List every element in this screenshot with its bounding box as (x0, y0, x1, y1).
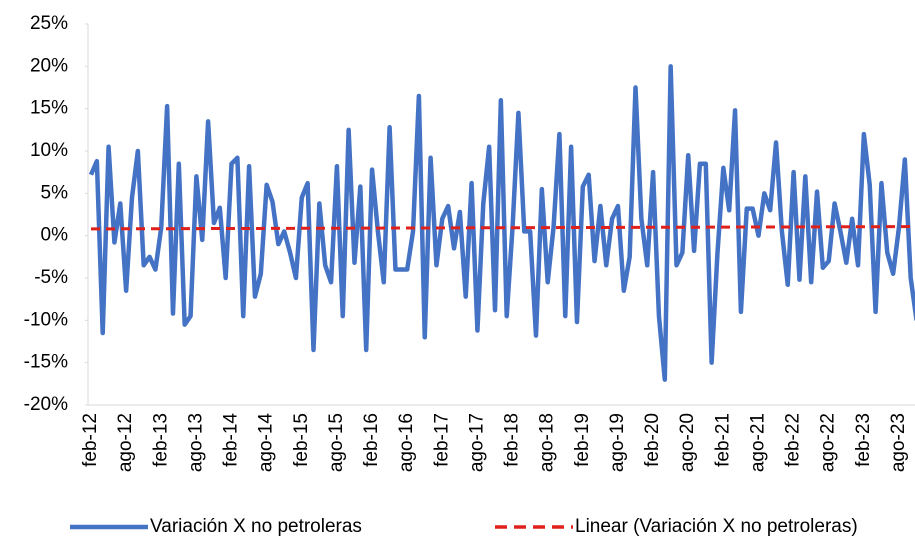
x-tick-label: ago-21 (747, 413, 768, 472)
x-tick-label: ago-18 (537, 413, 558, 472)
y-tick-label: 25% (30, 13, 68, 34)
x-tick-label: ago-23 (888, 413, 909, 472)
y-tick-label: -20% (24, 394, 68, 415)
plot-area (88, 64, 915, 382)
y-tick-label: 5% (41, 182, 69, 203)
x-tick-label: feb-16 (361, 413, 382, 467)
x-tick-label: feb-19 (572, 413, 593, 467)
y-tick-label: 0% (41, 225, 69, 246)
x-tick-label: feb-15 (291, 413, 312, 467)
x-tick-label: feb-13 (150, 413, 171, 467)
legend: Variación X no petroleras Linear (Variaci… (70, 516, 858, 537)
data-line (88, 64, 915, 382)
x-tick-label: feb-23 (853, 413, 874, 467)
x-tick-label: ago-14 (256, 413, 277, 473)
x-tick-label: feb-18 (502, 413, 523, 467)
y-tick-label: -15% (24, 352, 68, 373)
x-tick-label: feb-17 (431, 413, 452, 467)
x-tick-label: feb-22 (783, 413, 804, 467)
x-tick-label: ago-13 (185, 413, 206, 472)
x-tick-label: ago-12 (115, 413, 136, 472)
x-tick-label: feb-21 (712, 413, 733, 467)
legend-label: Linear (Variación X no petroleras) (575, 516, 858, 537)
x-tick-label: feb-12 (80, 413, 101, 467)
x-tick-label: ago-22 (818, 413, 839, 472)
x-tick-label: ago-15 (326, 413, 347, 472)
x-tick-label: ago-16 (396, 413, 417, 472)
x-tick-label: ago-20 (677, 413, 698, 472)
trend-line (91, 225, 915, 231)
y-tick-label: 20% (30, 55, 68, 76)
x-tick-label: feb-14 (221, 413, 242, 467)
x-tick-label: ago-19 (607, 413, 628, 472)
y-tick-label: 10% (30, 140, 68, 161)
legend-label: Variación X no petroleras (150, 516, 362, 537)
x-tick-label: ago-17 (466, 413, 487, 472)
y-tick-label: -10% (24, 309, 68, 330)
y-tick-label: 15% (30, 98, 68, 119)
x-tick-label: feb-20 (642, 413, 663, 467)
y-tick-label: -5% (34, 267, 68, 288)
